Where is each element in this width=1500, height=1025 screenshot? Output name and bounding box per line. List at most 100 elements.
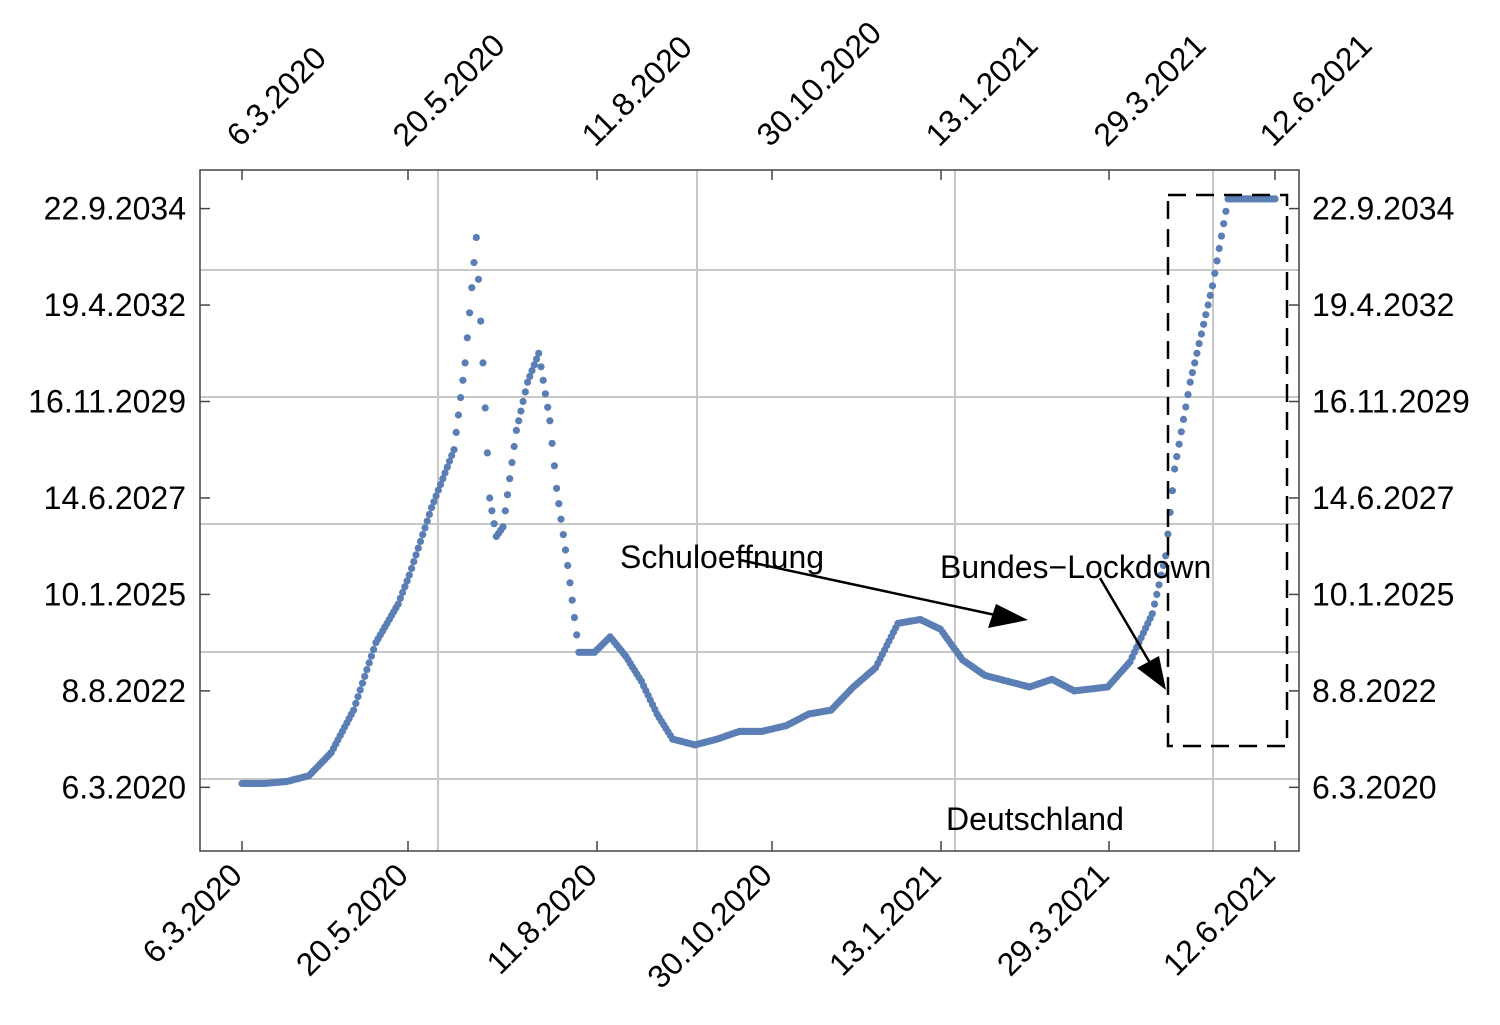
data-point <box>555 500 563 508</box>
data-point <box>412 551 420 559</box>
data-point <box>501 507 509 515</box>
x-tick-label-top: 29.3.2021 <box>1086 27 1212 153</box>
data-point <box>452 428 460 436</box>
y-tick-label-right: 6.3.2020 <box>1312 769 1437 805</box>
data-point <box>541 390 550 398</box>
data-point <box>468 284 476 292</box>
data-point <box>557 515 565 523</box>
data-point <box>1159 561 1167 570</box>
data-point <box>437 480 445 489</box>
data-point <box>573 631 581 639</box>
data-point <box>1200 320 1208 328</box>
data-point <box>408 564 416 573</box>
x-tick-label-bottom: 13.1.2021 <box>822 856 948 982</box>
data-point <box>1202 311 1210 319</box>
y-tick-label-left: 22.9.2034 <box>44 191 186 227</box>
data-point <box>1175 440 1183 448</box>
data-point <box>503 491 512 499</box>
data-point <box>416 537 425 546</box>
data-point <box>564 561 572 570</box>
data-point <box>1215 244 1223 253</box>
data-point <box>544 403 552 411</box>
x-tick-label-bottom: 11.8.2020 <box>480 856 604 980</box>
data-point <box>470 259 478 267</box>
data-point <box>463 334 471 342</box>
data-point <box>1150 600 1159 608</box>
data-point <box>477 317 485 325</box>
plot-frame <box>199 169 1300 852</box>
data-point <box>1188 369 1196 377</box>
data-point <box>432 492 440 500</box>
data-point <box>521 388 529 396</box>
data-point <box>532 355 541 363</box>
data-point <box>548 439 556 447</box>
data-point <box>539 376 547 384</box>
arrow-schuloeffnung-head <box>988 604 1028 628</box>
data-point <box>1157 571 1165 579</box>
data-point <box>410 558 418 566</box>
data-point <box>1179 415 1188 423</box>
data-point <box>1220 220 1228 228</box>
data-point <box>508 459 516 467</box>
data-point <box>524 378 532 386</box>
arrow-lockdown-head <box>1137 656 1166 690</box>
x-tick-label-bottom: 6.3.2020 <box>135 856 249 970</box>
annotation-bundes-lockdown: Bundes−Lockdown <box>940 549 1211 585</box>
y-tick-label-left: 14.6.2027 <box>44 480 186 516</box>
data-point <box>1204 301 1212 309</box>
annotation-arrows <box>739 558 1166 690</box>
data-point <box>396 594 404 602</box>
arrow-schuloeffnung-line <box>739 558 1001 618</box>
data-point <box>461 359 469 367</box>
data-point <box>1195 340 1203 348</box>
y-tick-label-left: 16.11.2029 <box>28 384 186 420</box>
data-point <box>1153 590 1161 599</box>
data-point <box>448 451 456 460</box>
data-point <box>403 577 411 585</box>
data-point <box>1173 453 1181 461</box>
data-point <box>559 531 567 539</box>
data-point <box>1168 487 1176 495</box>
x-tick-label-top: 12.6.2021 <box>1252 27 1378 153</box>
data-point <box>394 600 402 608</box>
x-tick-label-top: 13.1.2021 <box>918 27 1044 153</box>
highlight-box <box>1166 193 1289 748</box>
data-point <box>550 462 559 470</box>
data-point <box>537 363 545 371</box>
data-point <box>419 531 427 539</box>
data-point <box>445 457 454 465</box>
x-tick-label-bottom: 12.6.2021 <box>1156 856 1282 982</box>
annotation-schuloeffnung: Schuloeffnung <box>620 539 824 575</box>
data-point <box>365 659 373 667</box>
data-point <box>546 417 554 425</box>
annotation-deutschland: Deutschland <box>946 801 1124 837</box>
data-point <box>499 523 507 531</box>
data-point <box>423 517 431 525</box>
data-point <box>1193 349 1201 357</box>
data-point <box>1164 530 1172 538</box>
data-point <box>1155 581 1163 589</box>
data-point <box>490 520 498 528</box>
data-point <box>1182 403 1190 411</box>
y-tick-label-right: 14.6.2027 <box>1312 480 1454 516</box>
data-point <box>570 614 579 622</box>
x-tick-label-bottom: 20.5.2020 <box>289 856 415 982</box>
x-tick-label-top: 30.10.2020 <box>749 14 888 153</box>
data-point <box>356 686 364 694</box>
data-point <box>405 571 413 579</box>
data-point <box>561 546 570 554</box>
data-point <box>515 417 523 425</box>
data-point <box>474 275 483 283</box>
data-point <box>466 309 474 317</box>
data-point <box>1191 359 1199 367</box>
data-point <box>472 233 480 242</box>
data-point <box>428 504 436 512</box>
x-tick-label-bottom: 29.3.2021 <box>990 856 1116 982</box>
data-point <box>1208 282 1217 290</box>
data-point <box>530 361 538 369</box>
data-point <box>421 524 429 532</box>
y-tick-label-right: 22.9.2034 <box>1312 191 1454 227</box>
y-tick-label-right: 10.1.2025 <box>1312 576 1454 612</box>
data-points <box>238 195 1279 788</box>
data-point <box>506 475 514 483</box>
